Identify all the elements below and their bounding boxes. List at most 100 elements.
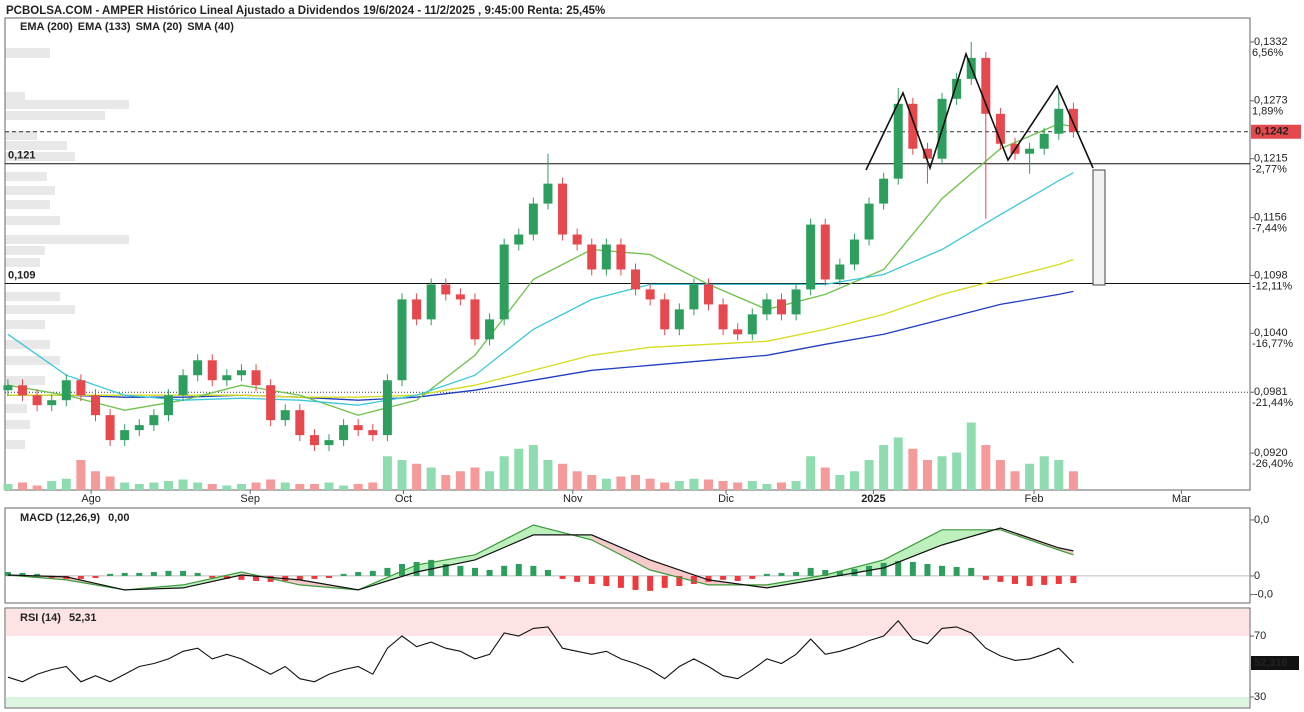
candle-body [820,224,830,280]
chart-title: PCBOLSA.COM - AMPER Histórico Lineal Aju… [6,5,605,17]
histogram-bar [34,573,41,576]
volume-bar [61,478,71,490]
moving-average [7,290,1074,401]
histogram-bar [661,575,668,588]
volume-bar [412,463,422,490]
overbought-band [6,609,1249,637]
histogram-bar [544,569,551,576]
candle-body [981,57,991,114]
volume-bar [820,467,830,490]
profile-bar [5,356,60,365]
y-tick-label: 0,1098 [1254,269,1288,281]
histogram-bar [603,575,610,587]
volume-bar [791,481,801,490]
histogram-bar [77,575,84,579]
volume-bar [879,445,889,490]
histogram-bar [165,570,172,576]
histogram-bar [690,575,697,584]
last-price-label: 0,1242 [1255,126,1289,138]
histogram-bar [194,572,201,576]
y-tick-label: 0 [1254,570,1260,582]
profile-bar [5,111,105,120]
volume-bar [704,479,714,490]
histogram-bar [121,572,128,576]
profile-bar [5,172,47,181]
candle-body [397,299,407,381]
histogram-bar [588,575,595,584]
candle-body [674,309,684,330]
candle-body [412,299,422,320]
x-tick-label: Oct [395,493,412,505]
histogram-bar [968,567,975,576]
candle-body [441,284,451,295]
histogram-bar [734,575,741,581]
macd-fill [766,575,826,588]
volume-bar [485,471,495,490]
profile-bar [5,141,67,150]
candle-body [105,415,115,441]
candle-body [251,370,261,386]
candle-body [689,284,699,310]
histogram-bar [355,572,362,576]
candle-body [368,430,378,436]
histogram-bar [150,572,157,576]
histogram-bar [939,565,946,576]
histogram-bar [1055,575,1062,584]
candle-body [893,103,903,179]
profile-bar [5,258,40,267]
profile-bar [5,305,75,314]
candle-body [455,294,465,300]
candle-body [543,183,553,204]
candle-body [18,385,28,396]
profile-bar [5,292,60,301]
volume-bar [105,476,115,490]
candle-body [280,410,290,421]
profile-bar [5,420,30,429]
volume-profile [5,48,129,449]
volume-bar [718,481,728,490]
histogram-bar [428,559,435,576]
x-tick-label: Ago [81,493,101,505]
candle-body [426,284,436,320]
histogram-bar [822,569,829,576]
histogram-bar [559,575,566,579]
volume-bar [47,481,57,490]
volume-bar [295,484,305,490]
candle-body [879,178,889,204]
histogram-bar [1026,575,1033,587]
volume-bar [1068,471,1078,490]
y-tick-change: -16,77% [1252,338,1293,350]
candle-body [266,385,276,421]
candle-body [499,244,509,320]
volume-bar [952,452,962,490]
profile-bar [5,186,55,195]
candle-body [660,299,670,330]
histogram-bar [982,575,989,580]
candle-body [485,319,495,340]
measure-box [1092,169,1106,286]
volume-bar [149,482,159,490]
volume-bar [893,437,903,490]
indicator-value: 0,00 [108,512,129,524]
candle-body [47,400,57,406]
histogram-bar [763,573,770,576]
histogram-bar [632,575,639,590]
histogram-bar [1041,575,1048,585]
histogram-bar [807,567,814,576]
volume-bar [120,482,130,490]
candle-body [295,410,305,436]
candle-body [514,234,524,245]
candle-body [236,370,246,376]
candle-body [61,380,71,401]
candle-body [704,284,714,305]
histogram-bar [19,572,26,576]
histogram-bar [749,575,756,579]
profile-bar [5,320,45,329]
volume-bar [309,484,319,490]
candle-body [324,440,334,446]
candle-body [90,395,100,416]
volume-bar [353,484,363,490]
histogram-bar [209,575,216,578]
volume-bar [193,482,203,490]
